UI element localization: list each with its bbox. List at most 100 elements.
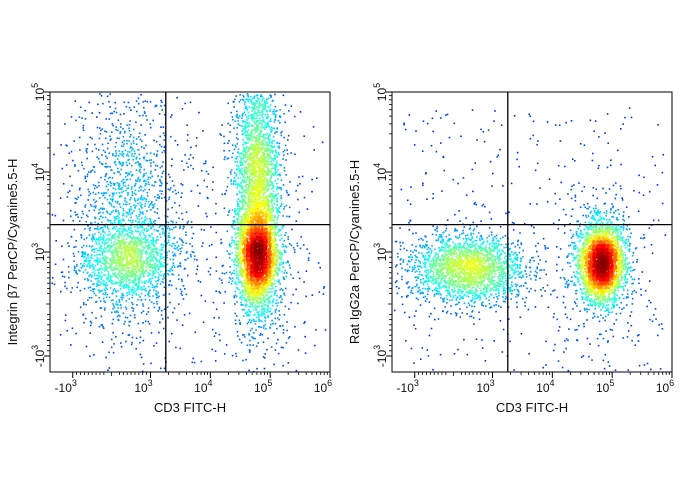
event-dot (166, 263, 169, 266)
event-dot (119, 173, 122, 176)
event-dot (149, 246, 152, 249)
event-dot (249, 138, 251, 141)
event-dot (106, 225, 109, 228)
event-dot (111, 254, 113, 256)
event-dot (248, 121, 251, 124)
event-dot (256, 367, 258, 370)
event-dot (133, 256, 136, 259)
event-dot (266, 209, 269, 212)
event-dot (157, 268, 160, 271)
event-dot (233, 216, 235, 218)
event-dot (90, 246, 93, 248)
event-dot (237, 335, 239, 337)
event-dot (93, 238, 95, 240)
event-dot (64, 314, 67, 316)
event-dot (84, 278, 86, 281)
event-dot (87, 271, 89, 274)
event-dot (148, 281, 150, 283)
event-dot (123, 277, 125, 279)
event-dot (239, 239, 242, 241)
event-dot (106, 211, 109, 213)
event-dot (131, 232, 134, 235)
event-dot (242, 170, 244, 172)
event-dot (151, 286, 154, 289)
event-dot (270, 323, 272, 326)
event-dot (304, 352, 307, 354)
event-dot (276, 131, 278, 133)
event-dot (247, 124, 250, 126)
event-dot (233, 180, 235, 183)
event-dot (167, 208, 169, 211)
event-dot (159, 179, 161, 181)
event-dot (114, 241, 116, 244)
event-dot (251, 162, 253, 165)
event-dot (144, 272, 146, 274)
event-dot (122, 286, 125, 289)
event-dot (143, 241, 146, 243)
event-dot (241, 157, 243, 160)
event-dot (95, 240, 97, 242)
event-dot (70, 215, 72, 218)
event-dot (92, 271, 94, 274)
event-dot (277, 352, 280, 355)
event-dot (160, 193, 163, 195)
event-dot (268, 139, 270, 141)
event-dot (92, 191, 95, 194)
event-dot (271, 182, 274, 184)
event-dot (249, 96, 252, 98)
event-dot (258, 151, 260, 154)
event-dot (89, 320, 92, 323)
event-dot (139, 171, 142, 174)
event-dot (166, 251, 168, 254)
event-dot (147, 260, 150, 263)
event-dot (122, 155, 124, 158)
event-dot (248, 125, 251, 128)
event-dot (129, 255, 132, 257)
event-dot (273, 199, 276, 201)
event-dot (265, 185, 267, 187)
event-dot (234, 232, 237, 235)
event-dot (271, 140, 274, 142)
event-dot (70, 344, 72, 346)
event-dot (264, 100, 266, 102)
event-dot (256, 306, 259, 308)
event-dot (228, 140, 230, 142)
event-dot (234, 224, 237, 227)
event-dot (172, 262, 175, 264)
event-dot (248, 310, 251, 312)
event-dot (251, 187, 253, 190)
event-dot (242, 112, 245, 115)
event-dot (128, 212, 131, 214)
event-dot (132, 136, 135, 139)
event-dot (273, 282, 276, 285)
event-dot (172, 191, 174, 193)
event-dot (101, 238, 104, 240)
event-dot (124, 197, 126, 199)
event-dot (267, 337, 269, 340)
event-dot (287, 139, 289, 141)
event-dot (51, 277, 54, 279)
event-dot (135, 241, 137, 244)
event-dot (140, 274, 142, 277)
event-dot (280, 195, 282, 197)
event-dot (297, 198, 299, 201)
event-dot (147, 229, 150, 231)
event-dot (119, 262, 122, 264)
event-dot (211, 328, 214, 331)
event-dot (148, 245, 151, 248)
event-dot (235, 268, 238, 270)
event-dot (263, 367, 266, 370)
event-dot (158, 226, 161, 229)
event-dot (122, 263, 124, 266)
event-dot (109, 258, 111, 260)
event-dot (82, 251, 85, 254)
event-dot (148, 247, 150, 249)
event-dot (80, 234, 83, 237)
event-dot (249, 114, 252, 116)
event-dot (81, 255, 84, 257)
event-dot (269, 208, 272, 211)
event-dot (258, 319, 261, 321)
event-dot (133, 237, 136, 239)
event-dot (267, 284, 270, 287)
event-dot (132, 310, 134, 312)
